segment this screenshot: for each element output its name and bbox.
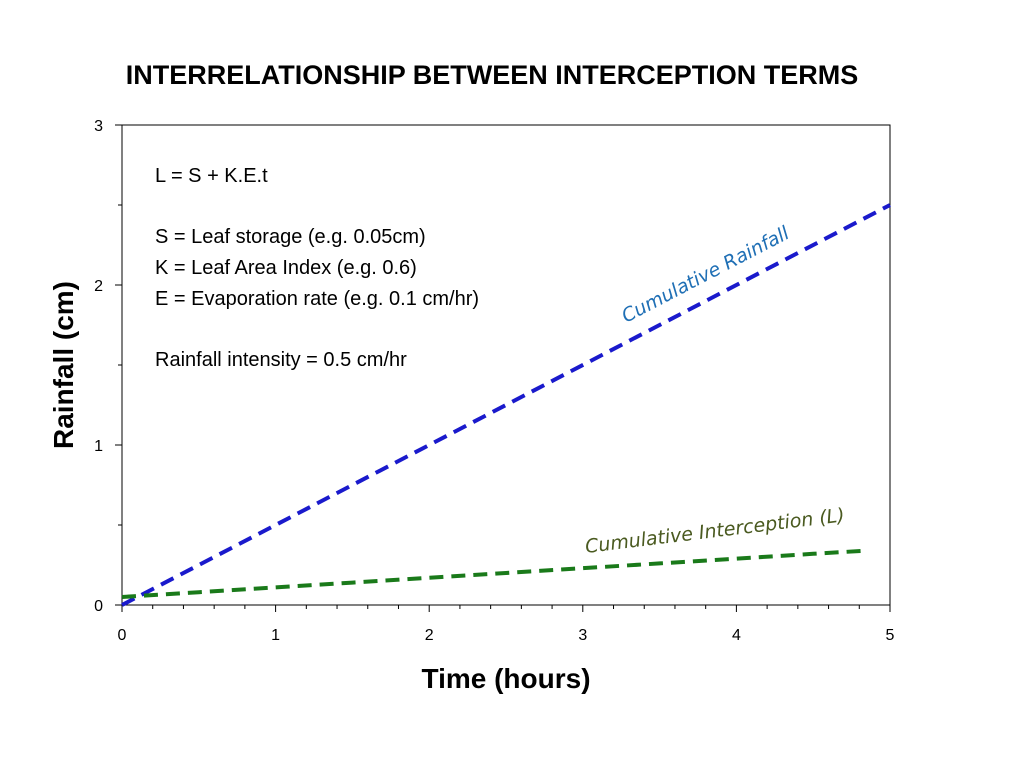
- annotation-rainfall-intensity: Rainfall intensity = 0.5 cm/hr: [155, 349, 407, 371]
- x-tick-label-5: 5: [886, 627, 895, 644]
- series-line-cumulative-interception: [121, 548, 868, 599]
- x-tick-label-1: 1: [271, 627, 280, 644]
- chart-title: INTERRELATIONSHIP BETWEEN INTERCEPTION T…: [126, 60, 859, 90]
- annotation-leaf-area-index: K = Leaf Area Index (e.g. 0.6): [155, 257, 417, 279]
- y-tick-label-1: 1: [94, 438, 103, 455]
- series-label-cumulative-interception: Cumulative Interception (L): [584, 504, 846, 558]
- x-axis-title: Time (hours): [421, 663, 590, 694]
- y-tick-label-0: 0: [94, 598, 103, 615]
- y-tick-label-2: 2: [94, 278, 103, 295]
- annotation-evaporation-rate: E = Evaporation rate (e.g. 0.1 cm/hr): [155, 288, 479, 310]
- series-label-cumulative-rainfall: Cumulative Rainfall: [618, 222, 793, 328]
- y-tick-label-3: 3: [94, 118, 103, 135]
- annotation-leaf-storage: S = Leaf storage (e.g. 0.05cm): [155, 226, 426, 248]
- x-tick-label-3: 3: [578, 627, 587, 644]
- series-line-cumulative-rainfall: [121, 203, 891, 607]
- x-tick-label-0: 0: [118, 627, 127, 644]
- x-tick-label-4: 4: [732, 627, 741, 644]
- axis-ticks: [115, 124, 891, 612]
- annotation-equation: L = S + K.E.t: [155, 165, 268, 187]
- x-tick-label-2: 2: [425, 627, 434, 644]
- y-axis-title: Rainfall (cm): [48, 281, 79, 449]
